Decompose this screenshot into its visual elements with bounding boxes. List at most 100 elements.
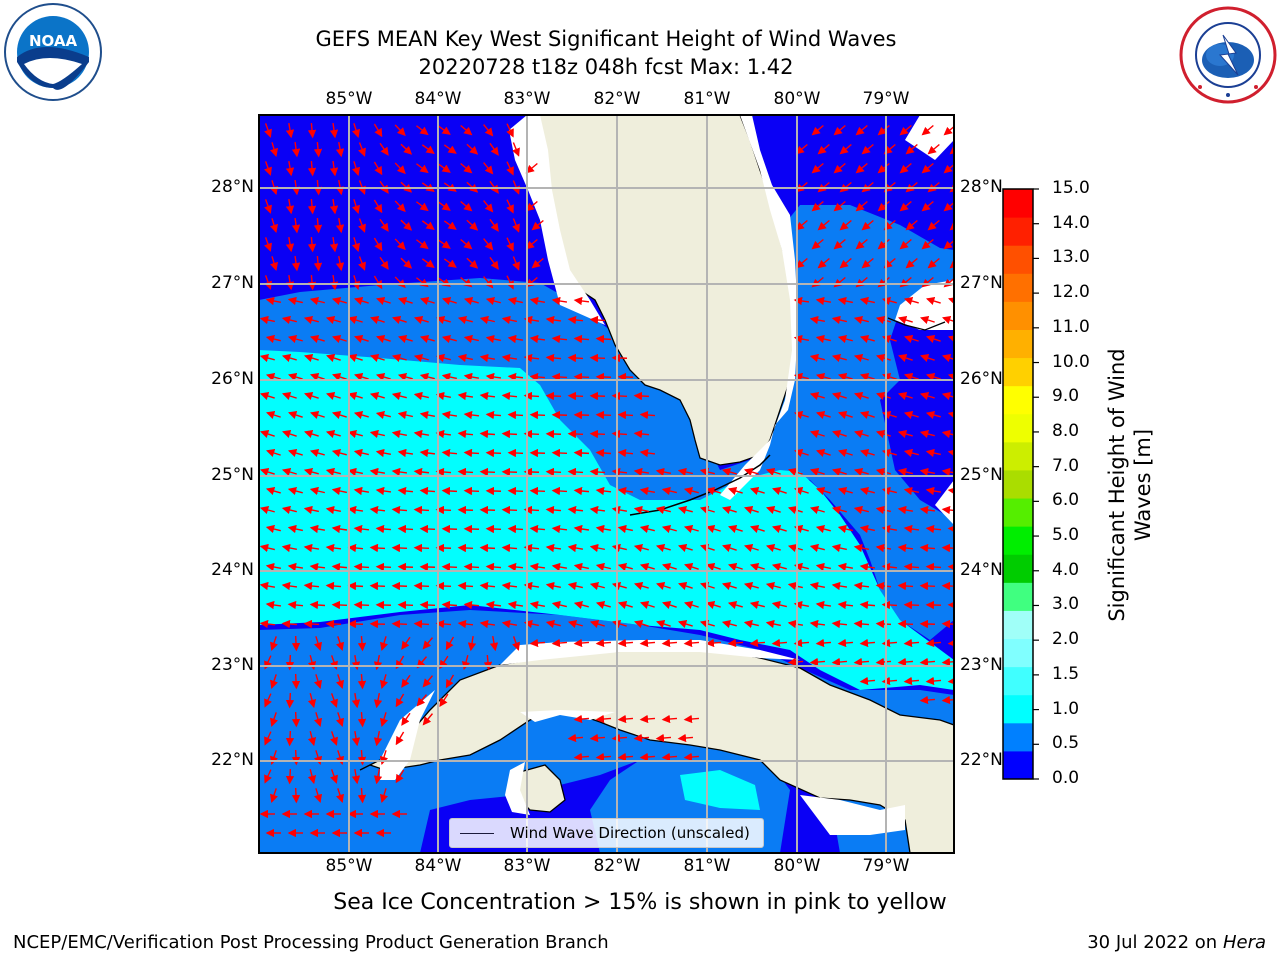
colorbar-tick-label: 9.0 xyxy=(1052,386,1080,407)
wind-wave-arrow xyxy=(661,752,678,762)
wind-wave-arrow xyxy=(925,296,941,306)
wind-wave-arrow xyxy=(941,581,954,591)
wind-wave-arrow xyxy=(765,543,781,553)
wind-wave-arrow xyxy=(551,562,568,572)
wind-wave-arrow xyxy=(860,411,875,419)
wind-wave-arrow xyxy=(443,220,457,230)
wind-wave-arrow xyxy=(948,297,954,305)
wind-wave-arrow xyxy=(416,239,429,250)
wind-wave-arrow xyxy=(330,731,338,746)
wind-wave-arrow xyxy=(766,506,781,514)
wind-wave-arrow xyxy=(855,200,868,212)
wind-wave-arrow xyxy=(567,315,584,325)
wind-wave-arrow xyxy=(573,638,590,648)
wind-wave-arrow xyxy=(501,581,518,591)
colorbar-bin xyxy=(1003,357,1033,387)
wind-wave-arrow xyxy=(831,353,847,363)
wind-wave-arrow xyxy=(336,788,344,803)
wind-wave-arrow xyxy=(270,788,278,803)
wind-wave-arrow xyxy=(351,237,361,253)
wind-wave-arrow xyxy=(441,448,458,458)
wind-wave-arrow xyxy=(354,335,369,343)
wind-wave-arrow xyxy=(567,467,584,477)
wind-wave-arrow xyxy=(336,674,344,689)
wind-wave-arrow xyxy=(567,391,584,401)
wind-wave-arrow xyxy=(905,257,918,269)
wind-wave-arrow xyxy=(897,467,913,477)
wind-wave-arrow xyxy=(379,256,389,270)
wind-wave-arrow xyxy=(617,638,634,648)
wind-wave-arrow xyxy=(307,198,317,215)
wind-wave-arrow xyxy=(947,372,954,382)
wind-wave-arrow xyxy=(617,714,634,724)
wind-wave-arrow xyxy=(573,600,589,610)
wind-wave-arrow xyxy=(437,163,451,173)
wind-wave-arrow xyxy=(919,657,936,667)
lon-label-top: 80°W xyxy=(773,89,821,109)
lon-label-top: 82°W xyxy=(593,89,641,109)
wind-wave-arrow xyxy=(307,274,317,291)
wind-wave-arrow xyxy=(395,769,405,784)
wind-wave-arrow xyxy=(285,274,295,291)
wind-wave-arrow xyxy=(677,505,693,515)
wind-wave-arrow xyxy=(617,448,634,458)
wind-wave-arrow xyxy=(809,315,826,325)
wind-wave-arrow xyxy=(397,524,414,534)
wind-wave-arrow xyxy=(489,218,499,232)
wind-wave-arrow xyxy=(721,619,737,629)
wind-wave-arrow xyxy=(656,582,671,590)
wind-wave-arrow xyxy=(853,543,870,553)
colorbar-bin xyxy=(1003,554,1033,583)
wind-wave-arrow xyxy=(309,524,326,534)
wind-wave-arrow xyxy=(838,411,853,419)
wind-wave-arrow xyxy=(795,143,808,155)
wind-wave-arrow xyxy=(567,733,584,743)
wind-wave-arrow xyxy=(749,600,765,610)
wind-wave-arrow xyxy=(837,524,853,534)
wind-wave-arrow xyxy=(743,543,759,553)
wind-wave-arrow xyxy=(358,142,366,157)
wind-wave-arrow xyxy=(265,372,281,382)
wind-wave-arrow xyxy=(809,581,826,591)
wind-wave-arrow xyxy=(941,619,954,629)
wind-wave-arrow xyxy=(529,410,546,420)
wind-wave-arrow xyxy=(639,752,656,762)
colorbar-bin xyxy=(1003,441,1033,471)
wind-wave-arrow xyxy=(815,296,832,306)
wind-wave-arrow xyxy=(529,524,546,534)
wind-wave-arrow xyxy=(379,218,389,232)
wind-wave-arrow xyxy=(765,467,781,477)
wind-wave-arrow xyxy=(303,467,319,477)
wind-wave-arrow xyxy=(395,731,405,746)
wind-wave-arrow xyxy=(331,562,348,572)
wind-wave-arrow xyxy=(721,467,737,477)
wind-wave-arrow xyxy=(379,712,389,728)
wind-wave-arrow xyxy=(260,430,275,438)
wind-wave-arrow xyxy=(303,429,319,439)
wind-wave-arrow xyxy=(831,543,847,553)
wind-wave-arrow xyxy=(483,238,494,251)
wind-wave-arrow xyxy=(947,448,954,458)
wind-wave-arrow xyxy=(899,238,912,250)
wind-wave-arrow xyxy=(325,315,341,325)
wind-wave-arrow xyxy=(375,372,391,382)
wind-wave-arrow xyxy=(463,524,480,534)
wind-wave-arrow xyxy=(413,391,429,401)
wind-wave-arrow xyxy=(611,391,628,401)
wind-wave-arrow xyxy=(815,486,831,496)
wind-wave-arrow xyxy=(525,200,538,212)
wind-wave-arrow xyxy=(264,161,272,176)
lat-label-right: 23°N xyxy=(960,655,1003,675)
wind-wave-arrow xyxy=(815,410,831,420)
wind-wave-arrow xyxy=(897,581,914,591)
wind-wave-arrow xyxy=(460,200,473,212)
mask-area xyxy=(380,690,435,780)
wind-wave-arrow xyxy=(419,600,436,610)
wind-wave-arrow xyxy=(877,238,890,250)
wind-wave-arrow xyxy=(595,714,612,724)
wind-wave-arrow xyxy=(551,448,568,458)
wind-wave-arrow xyxy=(859,486,875,496)
wind-wave-arrow xyxy=(457,467,474,477)
wind-wave-arrow xyxy=(398,297,413,305)
wind-wave-arrow xyxy=(771,600,787,610)
